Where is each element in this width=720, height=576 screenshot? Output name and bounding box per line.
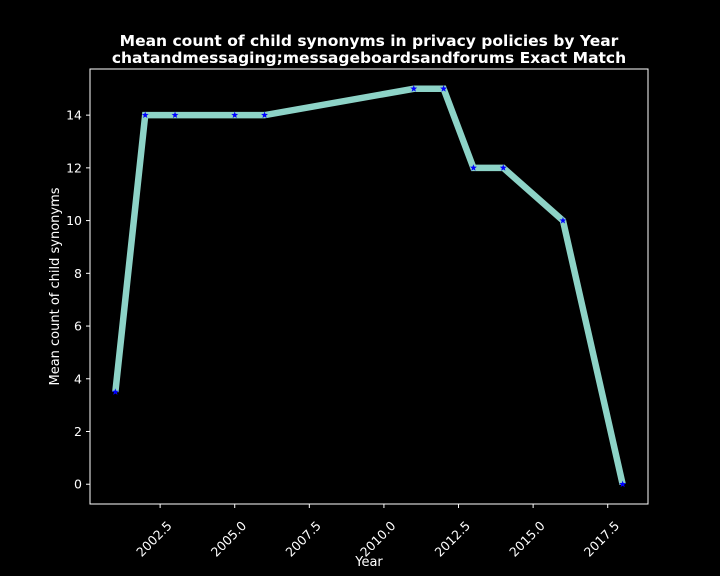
data-point [141,111,149,119]
y-tick-label: 8 [74,266,82,281]
y-axis-label: Mean count of child synonyms [48,187,63,385]
data-point [499,164,507,171]
y-tick-label: 12 [66,160,82,175]
data-point [440,85,448,92]
data-point [410,85,418,92]
data-point [619,480,627,488]
y-tick-label: 10 [66,213,82,228]
data-point [559,216,567,224]
y-axis-ticks: 0 2 4 6 8 10 12 14 [66,108,90,492]
chart-title-line-1: Mean count of child synonyms in privacy … [120,32,619,50]
series-group [111,85,627,488]
data-point [470,164,477,171]
data-point [171,111,179,119]
data-point [111,388,119,395]
chart-title-line-2: chatandmessaging;messageboardsandforums … [112,49,626,67]
y-tick-label: 0 [74,477,82,492]
data-point [261,111,268,119]
y-tick-label: 2 [74,424,82,439]
x-axis-label: Year [354,555,383,570]
plot-area-frame [89,68,649,505]
y-tick-label: 6 [74,319,82,334]
y-tick-label: 4 [74,371,82,386]
data-point [231,111,239,119]
y-tick-label: 14 [66,108,82,123]
